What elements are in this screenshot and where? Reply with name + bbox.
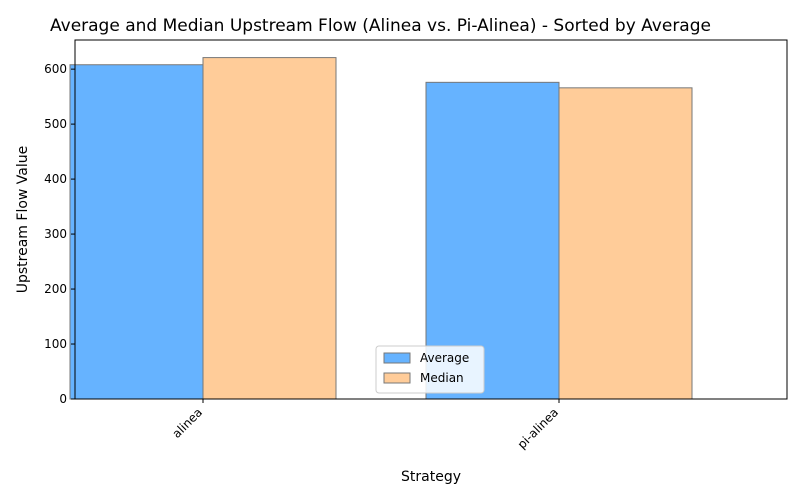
chart-title: Average and Median Upstream Flow (Alinea…: [50, 16, 711, 36]
legend-label-average: Average: [420, 351, 469, 365]
y-tick-label: 200: [44, 282, 67, 296]
y-tick-label: 500: [44, 117, 67, 131]
plot-frame: [74, 39, 788, 400]
y-tick-label: 300: [44, 227, 67, 241]
x-tick-label: alinea: [170, 405, 206, 441]
y-tick-label: 600: [44, 62, 67, 76]
bar-median-alinea: [202, 57, 337, 400]
bar-average-alinea: [69, 64, 204, 400]
y-tick-label: 100: [44, 337, 67, 351]
bar-median-pi-alinea: [558, 87, 693, 400]
legend-swatch-average: [383, 352, 411, 364]
x-axis-label: Strategy: [401, 469, 461, 485]
y-axis: 0 100 200 300 400 500 600: [44, 62, 75, 406]
y-axis-label: Upstream Flow Value: [15, 146, 31, 294]
x-axis: alinea pi-alinea: [170, 399, 561, 452]
y-tick-label: 0: [59, 392, 67, 406]
y-tick-label: 400: [44, 172, 67, 186]
legend: Average Median: [375, 345, 485, 394]
legend-swatch-median: [383, 372, 411, 384]
x-tick-label: pi-alinea: [515, 405, 561, 451]
legend-label-median: Median: [420, 371, 464, 385]
